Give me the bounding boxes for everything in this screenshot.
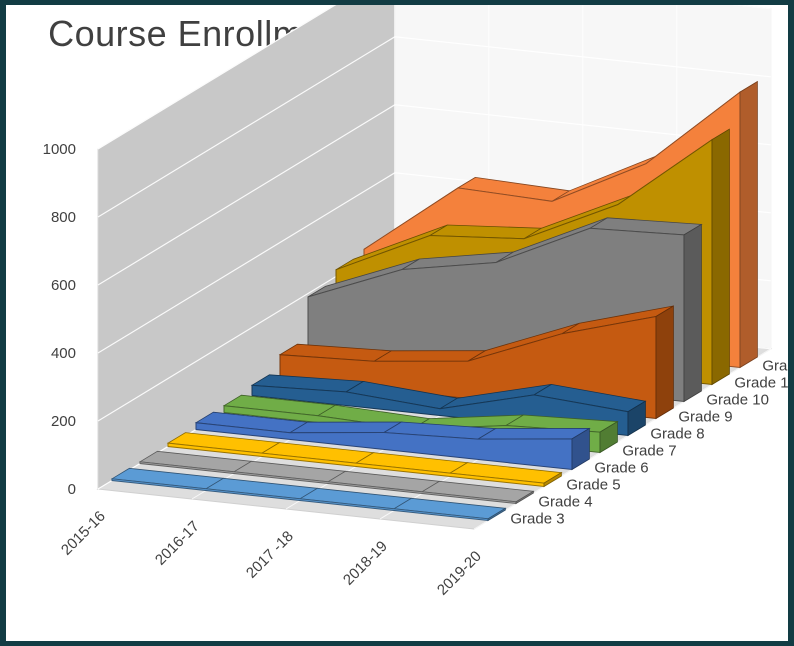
series-axis-label: Grade 11 [734, 374, 788, 391]
y-tick-label: 200 [51, 413, 76, 430]
series-end-cap [711, 128, 730, 386]
series-axis-label: Grade 7 [622, 442, 676, 459]
series-axis-label: Grade 8 [650, 425, 704, 442]
series-area [138, 450, 535, 505]
x-tick-label: 2017 -18 [243, 528, 297, 582]
series-end-cap [571, 427, 590, 471]
series-area [110, 467, 507, 522]
series-axis-label: Grade 4 [538, 493, 592, 510]
series-end-cap [543, 471, 562, 488]
y-tick-label: 800 [51, 209, 76, 226]
series-axis-label: Grade 3 [510, 510, 564, 527]
y-tick-label: 0 [68, 481, 76, 498]
series-end-cap [487, 507, 506, 522]
series-end-cap [655, 305, 674, 420]
chart-series-areas [110, 80, 758, 522]
area-chart-3d: 0 200 400 600 800 1000 2015-16 2016-17 2017 -18… [43, 5, 788, 599]
series-top-surface [288, 421, 403, 434]
x-tick-label: 2016-17 [152, 518, 203, 569]
x-tick-label: 2018-19 [340, 538, 391, 589]
series-axis-label: Grade 5 [566, 476, 620, 493]
series-axis-label: Grade 9 [678, 408, 732, 425]
y-tick-label: 400 [51, 345, 76, 362]
series-top-surface [372, 350, 487, 362]
series-end-cap [599, 420, 618, 454]
series-axis-label: Grade 10 [706, 391, 769, 408]
series-end-cap [683, 223, 702, 403]
y-tick-label: 600 [51, 277, 76, 294]
x-tick-label: 2019-20 [434, 548, 485, 599]
series-area [194, 411, 591, 471]
series-area [166, 432, 563, 488]
series-end-cap [627, 400, 646, 437]
series-top-surface [476, 427, 591, 440]
chart-frame: Course Enrollment Growth by Grade Level … [6, 5, 788, 641]
y-tick-label: 1000 [43, 141, 76, 158]
x-tick-label: 2015-16 [58, 508, 109, 559]
y-gridline [97, 5, 771, 150]
series-axis-label: Grade 12 [762, 357, 788, 374]
y-axis-ticks: 0 200 400 600 800 1000 [43, 141, 76, 498]
series-axis-label: Grade 6 [594, 459, 648, 476]
series-end-cap [739, 80, 758, 369]
series-end-cap [515, 490, 534, 505]
